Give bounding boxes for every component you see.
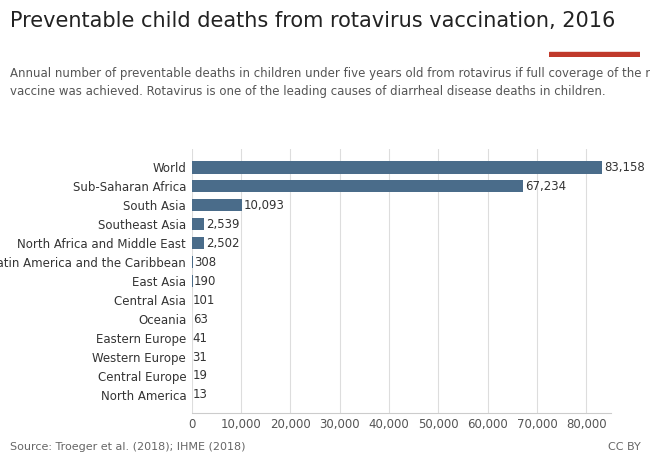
Text: 41: 41 <box>192 331 208 345</box>
Text: Our World: Our World <box>565 18 625 28</box>
Text: 190: 190 <box>194 274 216 288</box>
Text: 67,234: 67,234 <box>525 180 566 193</box>
Bar <box>192 161 602 174</box>
Text: 101: 101 <box>193 294 215 307</box>
Text: 31: 31 <box>192 351 207 364</box>
Text: Annual number of preventable deaths in children under five years old from rotavi: Annual number of preventable deaths in c… <box>10 67 650 98</box>
Text: 2,502: 2,502 <box>206 237 240 250</box>
Text: 2,539: 2,539 <box>206 218 240 231</box>
Bar <box>192 256 193 269</box>
Text: 83,158: 83,158 <box>604 161 645 174</box>
Text: Preventable child deaths from rotavirus vaccination, 2016: Preventable child deaths from rotavirus … <box>10 11 615 32</box>
Text: Source: Troeger et al. (2018); IHME (2018): Source: Troeger et al. (2018); IHME (201… <box>10 442 245 452</box>
Text: 19: 19 <box>192 369 207 382</box>
Bar <box>549 51 640 57</box>
Text: 63: 63 <box>193 313 208 325</box>
Bar <box>192 199 242 212</box>
Bar <box>192 180 523 192</box>
Text: 13: 13 <box>192 388 207 402</box>
Bar <box>192 218 204 230</box>
Bar <box>192 237 204 249</box>
Text: CC BY: CC BY <box>608 442 640 452</box>
Text: 10,093: 10,093 <box>244 199 285 212</box>
Text: in Data: in Data <box>573 33 616 43</box>
Text: 308: 308 <box>194 256 216 269</box>
